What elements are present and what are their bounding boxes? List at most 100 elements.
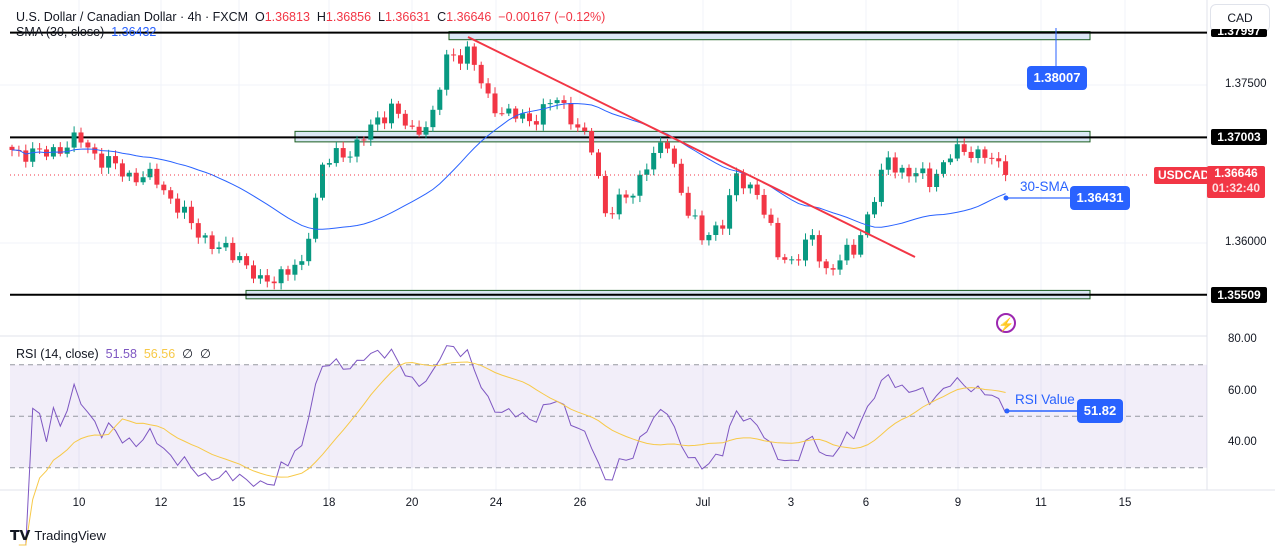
level-label-bottom: 1.35509 (1211, 287, 1267, 303)
tradingview-logo[interactable]: 𝗧𝗩 TradingView (10, 527, 106, 544)
candle-body (230, 242, 236, 261)
candle-body (182, 206, 187, 213)
candle-body (989, 157, 995, 159)
candle-body (251, 265, 256, 279)
sma-line (11, 103, 1006, 230)
rsi-legend[interactable]: RSI (14, close) 51.58 56.56 ∅ ∅ (16, 346, 211, 361)
candle-body (851, 244, 857, 255)
rsi-tick: 60.00 (1228, 385, 1257, 397)
candle-body (858, 235, 864, 255)
rsi-tick: 80.00 (1228, 333, 1257, 345)
rsi-extra-2: ∅ (199, 347, 211, 361)
candle-body (644, 169, 650, 175)
candle-body (865, 214, 871, 236)
candle-body (734, 173, 739, 196)
candle-body (347, 156, 353, 158)
candle-body (754, 184, 760, 195)
low-label: L (378, 10, 385, 24)
candle-body (616, 194, 622, 215)
candle-body (485, 83, 491, 94)
sma-legend[interactable]: SMA (30, close) 1.36432 (16, 25, 156, 39)
candle-body (582, 127, 588, 132)
rsi-ma-line (18, 361, 1006, 546)
candle-body (934, 173, 940, 187)
candle-body (671, 148, 677, 164)
candle-body (402, 113, 408, 126)
bar-countdown: 01:32:40 (1211, 181, 1261, 195)
sma-callout[interactable]: 1.36431 (1070, 186, 1130, 210)
rsi-legend-label: RSI (14, close) (16, 347, 99, 361)
candle-body (947, 158, 953, 163)
candle-body (395, 103, 401, 114)
candle-body (161, 184, 167, 191)
candle-body (499, 113, 505, 115)
candle-body (837, 260, 843, 270)
candle-body (706, 235, 712, 241)
candle-body (71, 132, 77, 148)
candle-body (106, 156, 112, 168)
currency-button[interactable]: CAD (1210, 4, 1270, 32)
candle-body (899, 167, 905, 173)
last-price-label: 1.36646 01:32:40 (1207, 166, 1265, 198)
candle-body (133, 172, 139, 183)
candle-body (892, 157, 898, 173)
candle-body (368, 124, 374, 140)
time-tick: 9 (954, 497, 962, 509)
candle-body (816, 235, 822, 262)
candle-body (520, 113, 526, 119)
candle-body (809, 235, 815, 240)
candle-body (389, 103, 394, 124)
candle-body (57, 147, 63, 154)
symbol-badge: USDCAD (1154, 167, 1214, 184)
top-level-callout[interactable]: 1.38007 (1027, 66, 1087, 90)
candle-body (699, 215, 705, 241)
candle-body (264, 275, 270, 282)
candle-body (113, 156, 118, 164)
candle-body (996, 158, 1002, 162)
rsi-line (18, 345, 1007, 546)
candle-body (195, 223, 201, 238)
candle-body (409, 125, 415, 127)
candle-body (320, 164, 325, 198)
sma-annotation-label[interactable]: 30-SMA (1020, 179, 1069, 194)
sma-callout-dot (1003, 195, 1009, 201)
rsi-annotation-label[interactable]: RSI Value (1015, 392, 1075, 407)
candle-body (830, 268, 836, 270)
candle-body (492, 93, 498, 114)
price-tick: 1.36000 (1225, 236, 1267, 248)
rsi-callout[interactable]: 51.82 (1077, 399, 1123, 423)
sma-legend-value: 1.36432 (111, 25, 157, 39)
candle-body (23, 150, 29, 162)
level-label-mid: 1.37003 (1211, 129, 1267, 145)
candle-body (78, 132, 84, 143)
candle-body (761, 194, 767, 215)
candle-body (99, 153, 105, 168)
lightning-icon[interactable]: ⚡ (996, 313, 1016, 333)
low-value: 1.36631 (384, 10, 431, 24)
time-tick: 6 (862, 497, 870, 509)
rsi-callout-dot (1004, 408, 1010, 414)
candle-body (589, 131, 595, 153)
candle-body (313, 197, 319, 239)
time-tick: 18 (322, 497, 336, 509)
candle-body (471, 46, 477, 65)
candle-body (216, 247, 222, 250)
candle-body (506, 108, 512, 114)
candle-body (444, 54, 450, 90)
candle-body (1003, 161, 1009, 175)
candle-body (458, 55, 463, 64)
candle-body (720, 225, 726, 229)
candle-body (37, 148, 43, 150)
candle-body (451, 54, 457, 56)
candle-body (257, 275, 263, 279)
candle-body (64, 147, 70, 154)
candle-body (789, 259, 795, 261)
candle-body (927, 168, 933, 187)
candle-body (340, 148, 346, 158)
candle-body (423, 127, 429, 135)
candle-body (202, 235, 208, 238)
candle-body (561, 100, 567, 103)
tradingview-logo-text: TradingView (34, 528, 106, 543)
tradingview-logo-icon: 𝗧𝗩 (10, 527, 31, 543)
